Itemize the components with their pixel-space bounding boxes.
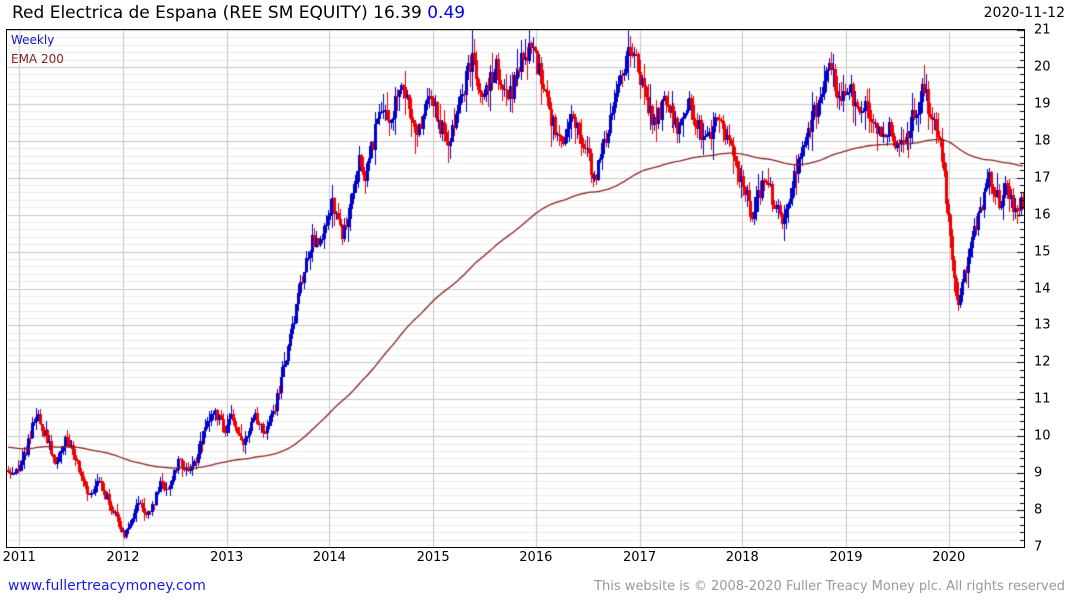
y-axis-tick-label: 14: [1034, 281, 1051, 296]
y-axis-tick-label: 18: [1034, 133, 1051, 149]
as-of-date: 2020-11-12: [983, 5, 1065, 21]
price-plot-area[interactable]: [6, 29, 1025, 548]
x-axis-tick-label: 2014: [312, 550, 346, 565]
y-axis-tick-label: 19: [1034, 96, 1051, 112]
x-axis-tick-label: 2018: [725, 550, 759, 565]
x-axis-tick-label: 2017: [623, 550, 657, 565]
y-axis-tick-label: 11: [1034, 391, 1051, 407]
y-axis-tick-label: 9: [1034, 465, 1043, 481]
legend-ema-200: EMA 200: [11, 52, 64, 66]
y-axis-tick-label: 15: [1034, 244, 1051, 260]
copyright-notice: This website is © 2008-2020 Fuller Treac…: [594, 579, 1065, 594]
y-axis-tick-label: 7: [1034, 539, 1043, 555]
y-axis-tick-label: 16: [1034, 207, 1051, 223]
site-url[interactable]: www.fullertreacymoney.com: [8, 578, 206, 594]
chart-footer: www.fullertreacymoney.com This website i…: [0, 576, 1075, 600]
x-axis-tick-label: 2011: [2, 550, 36, 565]
chart-header: Red Electrica de Espana (REE SM EQUITY) …: [0, 0, 1075, 26]
x-axis-tick-label: 2020: [932, 550, 966, 565]
y-axis: 7 8 9 10 11 12 13 14 15 16 17 18 19 20 21: [1026, 24, 1075, 554]
x-axis-tick-label: 2013: [210, 550, 244, 565]
x-axis: 2011 2012 2013 2014 2015 2016 2017 2018 2019 2020: [0, 550, 1075, 572]
page-title: Red Electrica de Espana (REE SM EQUITY) …: [12, 3, 465, 23]
y-axis-tick-label: 21: [1034, 22, 1051, 38]
y-axis-tick-label: 20: [1034, 59, 1051, 75]
y-axis-tick-label: 8: [1034, 502, 1043, 518]
x-axis-tick-label: 2016: [519, 550, 553, 565]
candlestick-canvas[interactable]: [7, 30, 1024, 547]
y-axis-tick-label: 12: [1034, 354, 1051, 370]
x-axis-tick-label: 2019: [829, 550, 863, 565]
y-axis-tick-label: 17: [1034, 170, 1051, 186]
last-price: 16.39: [373, 3, 422, 23]
legend-periodicity: Weekly: [11, 33, 55, 47]
x-axis-tick-label: 2015: [416, 550, 450, 565]
price-change: 0.49: [427, 3, 466, 23]
instrument-name: Red Electrica de Espana (REE SM EQUITY): [12, 3, 368, 23]
x-axis-tick-label: 2012: [106, 550, 140, 565]
y-axis-tick-label: 10: [1034, 428, 1051, 444]
y-axis-tick-label: 13: [1034, 317, 1051, 333]
